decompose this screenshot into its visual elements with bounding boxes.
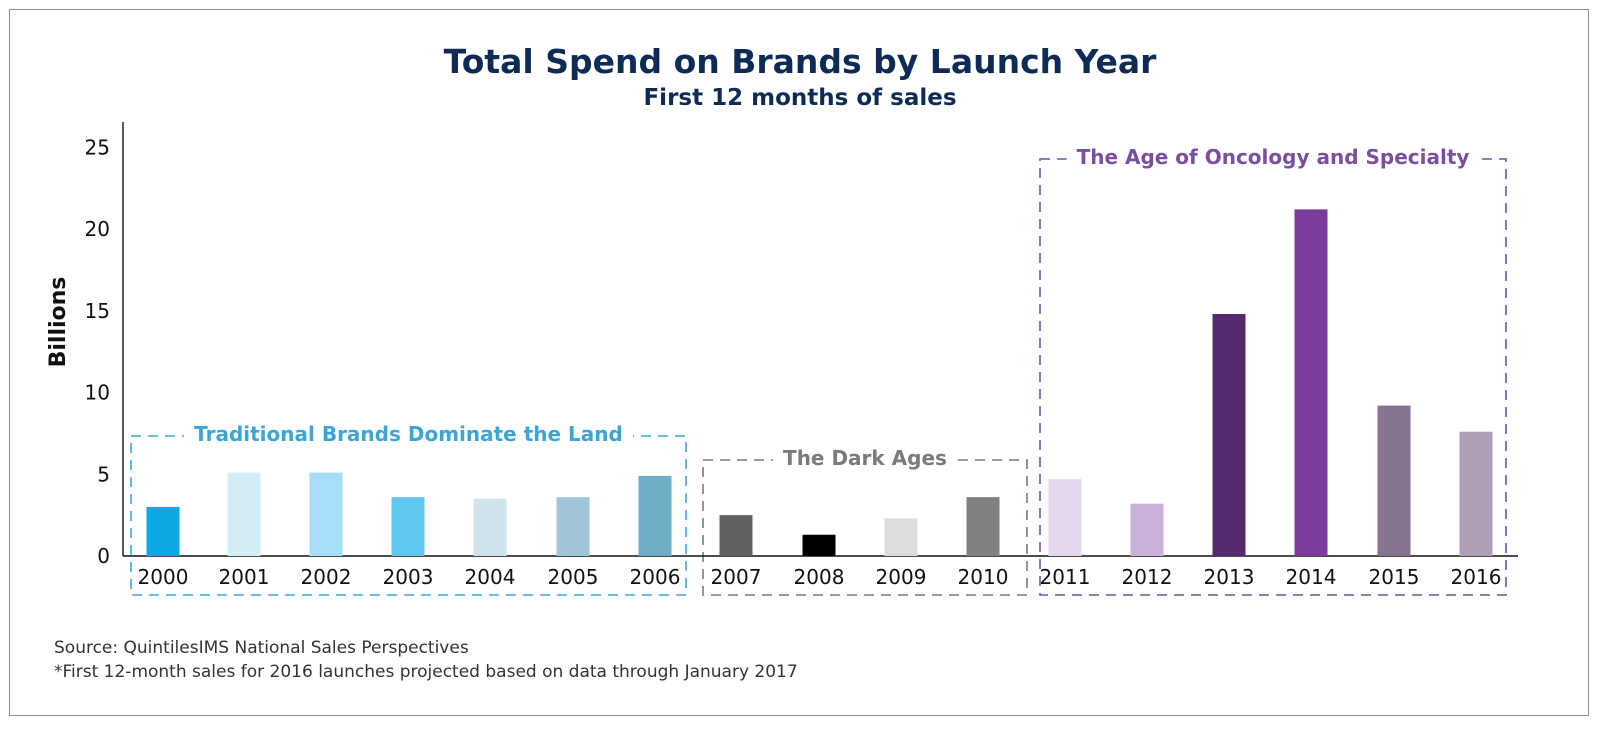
x-tick-label: 2006 bbox=[630, 565, 681, 589]
x-tick-label: 2014 bbox=[1286, 565, 1337, 589]
x-tick-label: 2011 bbox=[1040, 565, 1091, 589]
y-tick-label: 0 bbox=[97, 544, 110, 568]
x-tick-label: 2001 bbox=[219, 565, 270, 589]
chart-subtitle: First 12 months of sales bbox=[643, 85, 956, 111]
y-tick-label: 10 bbox=[85, 381, 110, 405]
bar-2002 bbox=[309, 472, 343, 556]
bar-2016 bbox=[1459, 431, 1493, 556]
bar-2009 bbox=[884, 518, 918, 556]
bar-2004 bbox=[473, 498, 507, 556]
chart-title: Total Spend on Brands by Launch Year bbox=[444, 42, 1158, 81]
x-tick-label: 2002 bbox=[301, 565, 352, 589]
x-tick-label: 2012 bbox=[1122, 565, 1173, 589]
x-tick-label: 2004 bbox=[465, 565, 516, 589]
group-label: Traditional Brands Dominate the Land bbox=[194, 422, 623, 446]
x-tick-label: 2009 bbox=[876, 565, 927, 589]
group-boxes: Traditional Brands Dominate the Land The … bbox=[130, 145, 1507, 596]
bar-2013 bbox=[1212, 314, 1246, 556]
y-axis-label: Billions bbox=[46, 277, 71, 368]
bar-2001 bbox=[227, 472, 261, 556]
projection-note: *First 12-month sales for 2016 launches … bbox=[54, 662, 798, 682]
bars bbox=[146, 209, 1493, 556]
group-label: The Dark Ages bbox=[783, 446, 947, 470]
x-tick-label: 2003 bbox=[383, 565, 434, 589]
group-label-gap bbox=[773, 457, 957, 463]
x-tick-label: 2013 bbox=[1204, 565, 1255, 589]
bar-2007 bbox=[719, 515, 753, 556]
y-tick-label: 5 bbox=[97, 462, 110, 486]
bar-2000 bbox=[146, 506, 180, 556]
x-tick-label: 2016 bbox=[1451, 565, 1502, 589]
group-box bbox=[1039, 158, 1507, 596]
y-tick-label: 25 bbox=[85, 135, 110, 159]
x-tick-label: 2005 bbox=[548, 565, 599, 589]
x-tick-label: 2010 bbox=[958, 565, 1009, 589]
x-tick-label: 2008 bbox=[794, 565, 845, 589]
bar-2014 bbox=[1294, 209, 1328, 556]
x-tick-label: 2000 bbox=[138, 565, 189, 589]
source-note: Source: QuintilesIMS National Sales Pers… bbox=[54, 638, 469, 658]
x-ticks: 2000 2001 2002 2003 2004 2005 2006 2007 2008 2009… bbox=[138, 565, 1502, 589]
group-label-gap bbox=[184, 433, 633, 439]
bar-2006 bbox=[638, 475, 672, 556]
y-tick-label: 15 bbox=[85, 299, 110, 323]
group-label: The Age of Oncology and Specialty bbox=[1077, 145, 1470, 169]
y-tick-label: 20 bbox=[85, 217, 110, 241]
group-label-gap bbox=[1066, 156, 1480, 162]
bar-2010 bbox=[966, 497, 1000, 556]
x-tick-label: 2015 bbox=[1369, 565, 1420, 589]
bar-2005 bbox=[556, 497, 590, 556]
bar-2011 bbox=[1048, 479, 1082, 556]
bar-2012 bbox=[1130, 503, 1164, 556]
bar-2015 bbox=[1377, 405, 1411, 556]
bar-2008 bbox=[802, 534, 836, 556]
bar-2003 bbox=[391, 497, 425, 556]
y-ticks: 0 5 10 15 20 25 bbox=[85, 135, 110, 568]
x-tick-label: 2007 bbox=[711, 565, 762, 589]
